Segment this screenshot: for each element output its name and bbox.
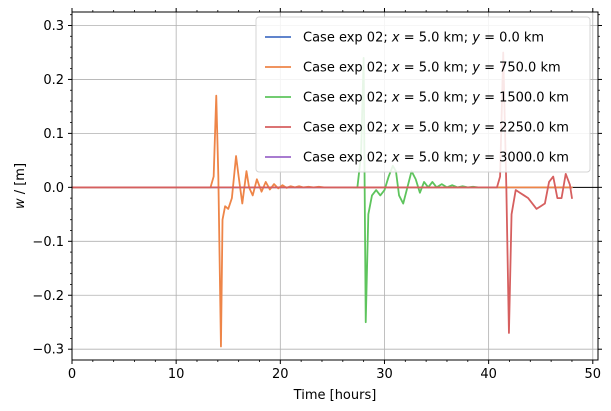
legend-label-3: Case exp 02; x = 5.0 km; y = 2250.0 km	[303, 121, 569, 136]
legend-box	[255, 16, 591, 173]
x-tick-label: 0	[68, 367, 76, 382]
x-axis-label: Time [hours]	[293, 388, 377, 403]
y-tick-label: 0.0	[43, 181, 64, 196]
x-tick-label: 20	[272, 367, 289, 382]
x-tick-label: 50	[585, 367, 602, 382]
y-tick-label: −0.2	[32, 289, 64, 304]
legend-label-1: Case exp 02; x = 5.0 km; y = 750.0 km	[303, 61, 561, 76]
legend-label-2: Case exp 02; x = 5.0 km; y = 1500.0 km	[303, 91, 569, 106]
legend: Case exp 02; x = 5.0 km; y = 0.0 km Case …	[255, 16, 591, 173]
y-axis-label: w / [m]	[13, 163, 28, 209]
x-tick-label: 30	[376, 367, 393, 382]
legend-label-4: Case exp 02; x = 5.0 km; y = 3000.0 km	[303, 151, 569, 166]
y-axis-label-unit: / [m]	[13, 163, 28, 198]
legend-label-0: Case exp 02; x = 5.0 km; y = 0.0 km	[303, 31, 544, 46]
y-tick-label: −0.1	[32, 235, 64, 250]
plot-frame	[71, 11, 599, 361]
y-tick-label: 0.3	[43, 19, 64, 34]
y-tick-label: 0.2	[43, 73, 64, 88]
y-axis-label-symbol: w	[13, 198, 28, 209]
y-tick-label: 0.1	[43, 127, 64, 142]
x-tick-label: 40	[480, 367, 497, 382]
y-tick-label: −0.3	[32, 343, 64, 358]
x-tick-label: 10	[168, 367, 185, 382]
axis-ticks: 0 10 20 30 40 50 −0.3 −0.2 −0.1 0.0 0.1 0.2 0.3	[32, 8, 602, 382]
